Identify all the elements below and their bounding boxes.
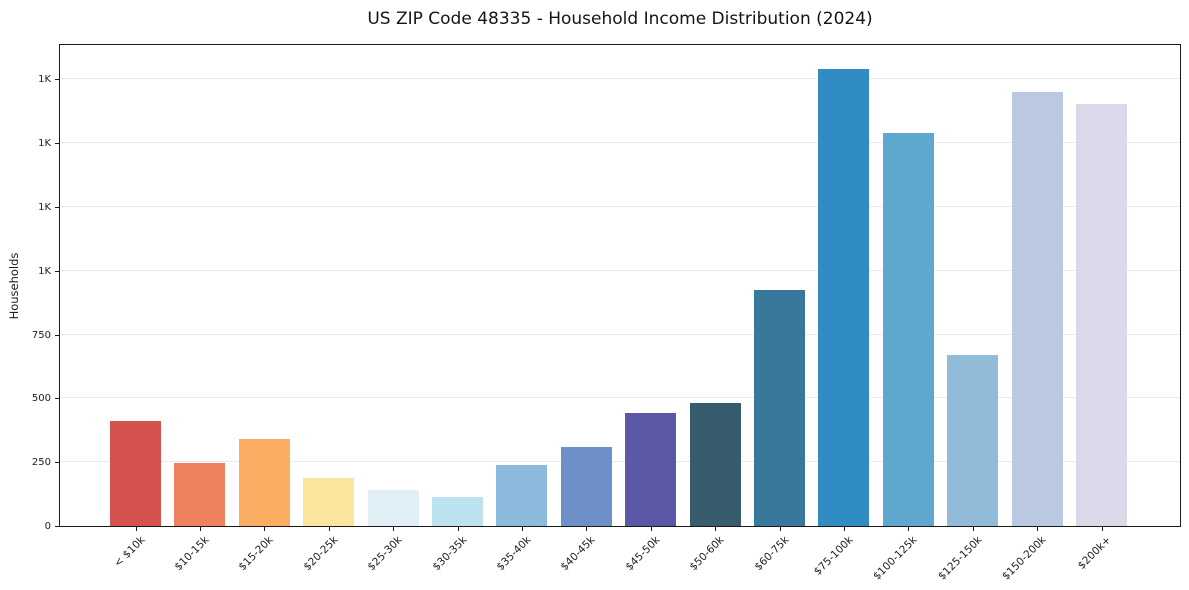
bar bbox=[238, 439, 290, 526]
x-tick-mark bbox=[586, 527, 588, 531]
bar bbox=[625, 413, 677, 526]
x-tick-mark bbox=[1101, 527, 1103, 531]
x-tick-label: $30-35k bbox=[429, 534, 469, 574]
x-tick-mark bbox=[135, 527, 137, 531]
x-tick-mark bbox=[328, 527, 330, 531]
bar bbox=[754, 290, 805, 526]
x-tick-label: $25-30k bbox=[365, 534, 405, 574]
gridline bbox=[60, 78, 1180, 80]
y-tick-label: 0 bbox=[44, 521, 51, 532]
bar bbox=[110, 421, 161, 526]
bar bbox=[1011, 92, 1063, 526]
x-tick-label: $50-60k bbox=[687, 534, 727, 574]
y-tick-label: 500 bbox=[31, 393, 51, 405]
x-tick-mark bbox=[264, 527, 266, 531]
y-tick-label: 1K bbox=[38, 265, 51, 277]
y-tick-mark bbox=[55, 462, 59, 464]
bar bbox=[689, 403, 741, 526]
x-tick-label: $40-45k bbox=[558, 534, 598, 574]
x-tick-label: $200k+ bbox=[1075, 534, 1113, 572]
x-tick-mark bbox=[393, 527, 395, 531]
gridline bbox=[60, 142, 1180, 144]
y-tick-mark bbox=[55, 206, 59, 208]
y-tick-mark bbox=[55, 398, 59, 400]
y-tick-mark bbox=[55, 79, 59, 81]
x-tick-label: $60-75k bbox=[751, 534, 791, 574]
x-tick-mark bbox=[521, 527, 523, 531]
y-tick-label: 1K bbox=[38, 74, 51, 86]
y-tick-mark bbox=[55, 270, 59, 272]
x-tick-label: < $10k bbox=[111, 534, 147, 570]
x-tick-label: $75-100k bbox=[811, 534, 856, 578]
y-tick-label: 250 bbox=[31, 457, 51, 469]
y-tick-label: 750 bbox=[31, 329, 51, 341]
bar bbox=[818, 69, 870, 526]
x-tick-label: $15-20k bbox=[236, 534, 276, 574]
x-tick-mark bbox=[715, 527, 717, 531]
x-tick-label: $100-125k bbox=[871, 534, 920, 583]
x-tick-label: $45-50k bbox=[623, 534, 663, 574]
x-tick-mark bbox=[908, 527, 910, 531]
y-tick-label: 1K bbox=[38, 138, 51, 150]
x-tick-label: $35-40k bbox=[494, 534, 534, 574]
gridline bbox=[60, 205, 1180, 207]
bar bbox=[882, 133, 934, 526]
x-tick-label: $125-150k bbox=[935, 534, 985, 583]
y-tick-mark bbox=[55, 143, 59, 145]
x-tick-label: $10-15k bbox=[172, 534, 212, 574]
chart-title: US ZIP Code 48335 - Household Income Dis… bbox=[367, 9, 873, 29]
y-tick-mark bbox=[55, 526, 59, 527]
x-tick-mark bbox=[1037, 527, 1039, 531]
x-tick-mark bbox=[972, 527, 974, 531]
x-tick-label: $150-200k bbox=[1000, 534, 1049, 583]
x-tick-mark bbox=[779, 527, 781, 531]
x-tick-mark bbox=[650, 527, 652, 531]
x-tick-mark bbox=[843, 527, 845, 531]
gridline bbox=[60, 461, 1180, 463]
y-axis-label: Households bbox=[7, 252, 21, 320]
y-tick-label: 1K bbox=[38, 201, 51, 213]
gridline bbox=[60, 333, 1180, 335]
x-tick-mark bbox=[199, 527, 201, 531]
x-tick-label: $20-25k bbox=[301, 534, 341, 574]
x-tick-mark bbox=[457, 527, 459, 531]
y-tick-mark bbox=[55, 334, 59, 336]
bar bbox=[174, 463, 226, 526]
bar bbox=[303, 478, 355, 526]
gridline bbox=[60, 269, 1180, 271]
bar bbox=[496, 465, 548, 526]
bar bbox=[947, 355, 999, 526]
bar bbox=[1076, 104, 1127, 526]
bar bbox=[367, 490, 419, 526]
bar bbox=[432, 497, 483, 526]
plot-area bbox=[59, 44, 1181, 527]
bar bbox=[560, 447, 612, 526]
gridline bbox=[60, 397, 1180, 399]
